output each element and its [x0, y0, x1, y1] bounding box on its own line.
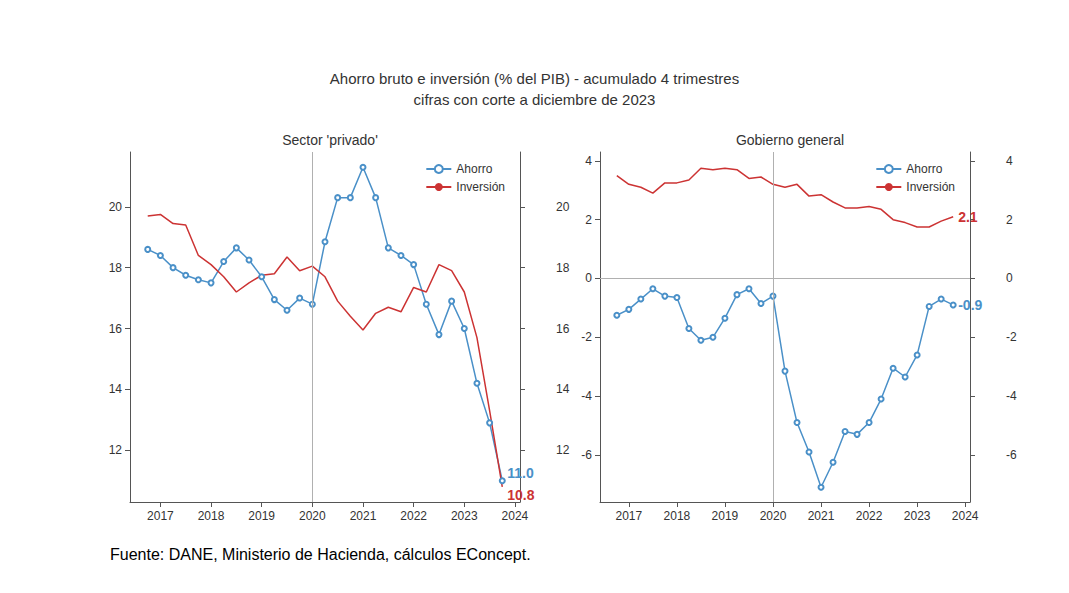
svg-text:2017: 2017	[147, 509, 174, 523]
svg-text:-6: -6	[1006, 448, 1017, 462]
svg-text:2020: 2020	[760, 509, 787, 523]
svg-text:16: 16	[556, 322, 570, 336]
svg-text:12: 12	[109, 443, 123, 457]
svg-text:2018: 2018	[198, 509, 225, 523]
svg-text:0: 0	[1006, 271, 1013, 285]
svg-text:Sector 'privado': Sector 'privado'	[282, 132, 378, 148]
svg-text:Ahorro: Ahorro	[456, 162, 492, 176]
svg-text:2018: 2018	[664, 509, 691, 523]
svg-text:-0.9: -0.9	[958, 297, 982, 313]
svg-text:2024: 2024	[952, 509, 979, 523]
svg-text:4: 4	[1006, 154, 1013, 168]
svg-text:-2: -2	[1006, 330, 1017, 344]
svg-text:4: 4	[585, 154, 592, 168]
svg-text:16: 16	[109, 322, 123, 336]
svg-text:11.0: 11.0	[507, 465, 534, 481]
svg-text:Gobierno general: Gobierno general	[736, 132, 844, 148]
svg-text:2021: 2021	[808, 509, 835, 523]
svg-text:2023: 2023	[451, 509, 478, 523]
svg-text:2020: 2020	[299, 509, 326, 523]
svg-text:0: 0	[585, 271, 592, 285]
svg-text:-2: -2	[581, 330, 592, 344]
svg-text:cifras con corte a diciembre d: cifras con corte a diciembre de 2023	[414, 91, 656, 108]
svg-text:Ahorro: Ahorro	[906, 162, 942, 176]
svg-text:2: 2	[1006, 213, 1013, 227]
svg-text:10.8: 10.8	[507, 487, 534, 503]
svg-text:-4: -4	[1006, 389, 1017, 403]
svg-text:Inversión: Inversión	[456, 180, 505, 194]
svg-text:2024: 2024	[502, 509, 529, 523]
svg-text:18: 18	[109, 261, 123, 275]
svg-text:2022: 2022	[400, 509, 427, 523]
svg-text:2021: 2021	[350, 509, 377, 523]
svg-text:2.1: 2.1	[958, 209, 978, 225]
svg-text:14: 14	[556, 382, 570, 396]
svg-text:20: 20	[109, 200, 123, 214]
svg-text:2019: 2019	[712, 509, 739, 523]
svg-text:2019: 2019	[248, 509, 275, 523]
svg-text:14: 14	[109, 382, 123, 396]
svg-text:20: 20	[556, 200, 570, 214]
svg-text:12: 12	[556, 443, 570, 457]
svg-text:-4: -4	[581, 389, 592, 403]
svg-text:2022: 2022	[856, 509, 883, 523]
svg-text:2023: 2023	[904, 509, 931, 523]
svg-text:2017: 2017	[615, 509, 642, 523]
svg-text:Ahorro bruto e inversión (% de: Ahorro bruto e inversión (% del PIB) - a…	[330, 70, 739, 87]
svg-text:2: 2	[585, 213, 592, 227]
svg-text:Fuente: DANE, Ministerio de Ha: Fuente: DANE, Ministerio de Hacienda, cá…	[110, 546, 531, 563]
svg-text:-6: -6	[581, 448, 592, 462]
svg-text:Inversión: Inversión	[906, 180, 955, 194]
svg-text:18: 18	[556, 261, 570, 275]
